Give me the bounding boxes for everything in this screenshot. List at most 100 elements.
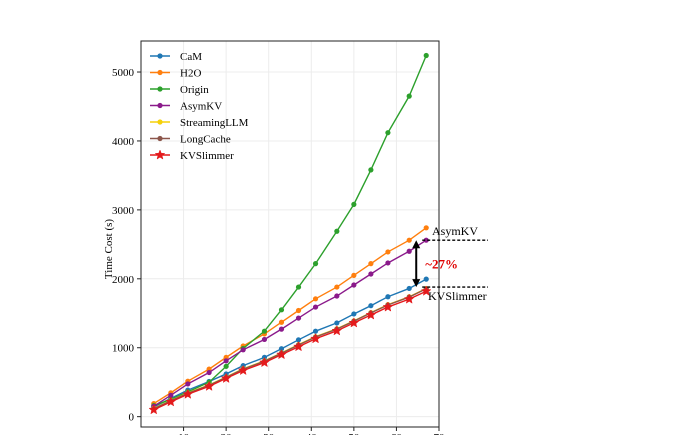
grid-layer bbox=[141, 41, 440, 427]
series-line-h2o bbox=[153, 227, 427, 405]
data-point-h2o bbox=[278, 319, 285, 325]
data-point-origin bbox=[278, 307, 285, 313]
data-point-kvslimmer bbox=[331, 325, 343, 336]
legend-marker-asymkv bbox=[157, 102, 163, 109]
data-point-asymkv bbox=[261, 336, 268, 343]
data-point-origin bbox=[351, 201, 357, 207]
legend-marker-kvslimmer bbox=[154, 149, 166, 160]
data-point-asymkv bbox=[334, 293, 340, 299]
data-point-kvslimmer bbox=[276, 348, 287, 360]
data-point-h2o bbox=[406, 237, 412, 243]
data-point-origin bbox=[385, 130, 391, 136]
data-point-asymkv bbox=[385, 260, 391, 266]
x-tick-label: 10 bbox=[178, 432, 190, 435]
legend-marker-longcache bbox=[157, 135, 163, 142]
annotation-kvslimmer-label: KVSlimmer bbox=[428, 289, 487, 303]
legend-label-longcache: LongCache bbox=[180, 134, 231, 146]
legend-label-kvslimmer: KVSlimmer bbox=[180, 150, 234, 162]
series-asymkv bbox=[151, 237, 429, 409]
legend-label-cam: CaM bbox=[180, 51, 202, 63]
data-point-h2o bbox=[423, 225, 429, 231]
reduction-arrow-head-up bbox=[412, 240, 421, 249]
series-line-kvslimmer bbox=[153, 290, 427, 411]
data-point-asymkv bbox=[295, 315, 302, 321]
data-point-asymkv bbox=[168, 392, 174, 398]
y-tick-label: 3000 bbox=[112, 205, 135, 217]
y-axis-label: Time Cost (s) bbox=[103, 219, 115, 279]
data-point-kvslimmer bbox=[365, 309, 377, 320]
data-point-asymkv bbox=[423, 237, 429, 243]
data-point-origin bbox=[334, 228, 340, 234]
legend-entry-longcache: LongCache bbox=[150, 134, 231, 146]
data-point-cam bbox=[423, 276, 429, 282]
data-point-asymkv bbox=[206, 369, 212, 376]
data-point-cam bbox=[334, 320, 340, 326]
data-point-kvslimmer bbox=[182, 388, 194, 399]
series-kvslimmer bbox=[148, 285, 432, 415]
series-line-longcache bbox=[153, 288, 427, 410]
data-point-asymkv bbox=[406, 248, 412, 254]
data-point-kvslimmer bbox=[237, 364, 249, 376]
legend-marker-origin bbox=[157, 86, 163, 92]
legend: CaM H2O Origin AsymKV StreamingLLM LongCache K… bbox=[150, 51, 249, 162]
legend-label-streamingllm: StreamingLLM bbox=[180, 117, 249, 129]
data-point-cam bbox=[278, 346, 285, 352]
plot-frame bbox=[140, 40, 440, 428]
data-point-kvslimmer bbox=[348, 317, 360, 328]
data-point-cam bbox=[385, 294, 391, 300]
data-point-kvslimmer bbox=[259, 356, 270, 368]
legend-marker-h2o bbox=[157, 69, 163, 76]
data-point-asymkv bbox=[240, 347, 246, 353]
x-tick-label: 40 bbox=[306, 432, 318, 435]
data-point-cam bbox=[351, 311, 357, 317]
data-point-kvslimmer bbox=[293, 341, 304, 352]
data-point-origin bbox=[312, 261, 319, 267]
data-point-h2o bbox=[312, 296, 319, 302]
data-point-origin bbox=[406, 93, 412, 99]
legend-entry-cam: CaM bbox=[150, 51, 202, 63]
data-point-kvslimmer bbox=[203, 380, 215, 391]
data-point-kvslimmer bbox=[403, 293, 415, 304]
data-point-h2o bbox=[295, 307, 302, 314]
data-point-cam bbox=[312, 328, 319, 334]
series-line-asymkv bbox=[153, 239, 427, 407]
data-point-asymkv bbox=[185, 381, 191, 387]
x-tick-label: 60 bbox=[391, 432, 403, 435]
series-layer bbox=[148, 52, 432, 415]
series-h2o bbox=[151, 225, 429, 407]
x-tick-label: 50 bbox=[348, 432, 360, 435]
data-point-kvslimmer bbox=[420, 285, 432, 296]
annotation-asymkv-label: AsymKV bbox=[432, 224, 478, 238]
data-point-h2o bbox=[368, 261, 374, 267]
series-line-origin bbox=[153, 55, 427, 407]
data-point-asymkv bbox=[223, 358, 229, 364]
data-point-cam bbox=[295, 337, 302, 343]
data-point-asymkv bbox=[368, 271, 374, 277]
legend-entry-origin: Origin bbox=[150, 84, 209, 96]
data-point-origin bbox=[368, 167, 374, 173]
axes-layer: 0 1000 2000 3000 4000 5000 10 20 30 40 50 60 70 bbox=[112, 40, 445, 435]
data-point-asymkv bbox=[312, 304, 319, 310]
legend-entry-h2o: H2O bbox=[150, 68, 201, 80]
legend-marker-streamingllm bbox=[157, 119, 163, 125]
data-point-h2o bbox=[351, 272, 357, 278]
data-point-kvslimmer bbox=[165, 396, 177, 407]
legend-entry-kvslimmer: KVSlimmer bbox=[150, 149, 234, 162]
data-point-origin bbox=[223, 363, 229, 369]
data-point-origin bbox=[295, 284, 302, 290]
annotation-reduction-label: ~27% bbox=[425, 257, 458, 272]
legend-marker-cam bbox=[157, 53, 163, 59]
y-tick-label: 0 bbox=[129, 412, 135, 424]
data-point-h2o bbox=[334, 284, 340, 290]
y-tick-label: 4000 bbox=[112, 136, 135, 148]
data-point-origin bbox=[261, 328, 268, 334]
data-point-h2o bbox=[385, 249, 391, 255]
series-line-cam bbox=[153, 278, 427, 408]
reduction-arrow-head-down bbox=[412, 279, 421, 288]
legend-entry-streamingllm: StreamingLLM bbox=[150, 117, 249, 129]
x-tick-label: 20 bbox=[221, 432, 233, 435]
y-tick-label: 1000 bbox=[112, 343, 135, 355]
data-point-kvslimmer bbox=[220, 372, 232, 383]
legend-label-asymkv: AsymKV bbox=[180, 101, 222, 113]
